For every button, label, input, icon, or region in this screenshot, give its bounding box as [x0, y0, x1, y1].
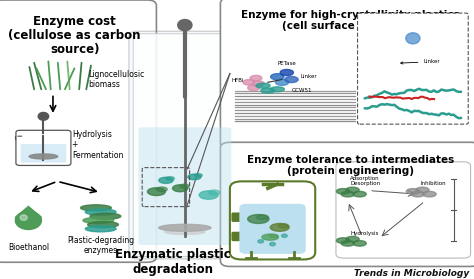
Text: (cellulose as carbon: (cellulose as carbon — [9, 29, 141, 42]
FancyBboxPatch shape — [357, 13, 468, 124]
Ellipse shape — [252, 81, 264, 86]
Ellipse shape — [178, 20, 192, 31]
Ellipse shape — [261, 88, 275, 93]
Ellipse shape — [271, 74, 284, 80]
FancyBboxPatch shape — [138, 127, 231, 245]
Text: Hydrolysis: Hydrolysis — [350, 230, 379, 235]
Text: Enzyme for high-crystallinity plastics: Enzyme for high-crystallinity plastics — [241, 10, 460, 20]
Ellipse shape — [159, 177, 173, 183]
Circle shape — [258, 240, 264, 243]
Ellipse shape — [159, 224, 211, 231]
Text: source): source) — [50, 43, 100, 56]
Ellipse shape — [285, 76, 298, 83]
FancyBboxPatch shape — [0, 0, 156, 262]
Ellipse shape — [250, 75, 262, 81]
Ellipse shape — [346, 187, 359, 193]
Ellipse shape — [337, 189, 350, 194]
Text: Enzymatic plastic
degradation: Enzymatic plastic degradation — [115, 248, 231, 276]
FancyBboxPatch shape — [133, 34, 237, 256]
Ellipse shape — [406, 189, 419, 194]
Text: Lignocellulosic
biomass: Lignocellulosic biomass — [89, 70, 145, 89]
Ellipse shape — [90, 213, 121, 219]
FancyBboxPatch shape — [21, 144, 66, 163]
Ellipse shape — [257, 215, 268, 220]
Ellipse shape — [280, 69, 293, 76]
Ellipse shape — [20, 215, 27, 220]
Text: (cell surface codisplay): (cell surface codisplay) — [282, 21, 419, 32]
Ellipse shape — [15, 211, 41, 229]
Text: Linker: Linker — [401, 59, 440, 64]
Ellipse shape — [199, 191, 218, 199]
Ellipse shape — [81, 205, 111, 211]
Ellipse shape — [88, 222, 118, 228]
Text: Inhibition: Inhibition — [420, 181, 446, 186]
Circle shape — [282, 234, 287, 237]
Text: Enzyme tolerance to intermediates: Enzyme tolerance to intermediates — [246, 155, 454, 165]
Ellipse shape — [156, 187, 167, 192]
Text: Enzyme cost: Enzyme cost — [33, 15, 116, 28]
Polygon shape — [15, 206, 42, 218]
Text: Adsorption
Desorption: Adsorption Desorption — [350, 175, 380, 186]
Ellipse shape — [85, 226, 116, 232]
Text: Bioethanol: Bioethanol — [8, 244, 49, 252]
FancyBboxPatch shape — [16, 130, 71, 165]
Ellipse shape — [29, 154, 58, 159]
Ellipse shape — [341, 240, 355, 246]
FancyBboxPatch shape — [232, 233, 243, 240]
FancyBboxPatch shape — [232, 213, 243, 221]
Ellipse shape — [83, 217, 114, 223]
Text: Trends in Microbiology: Trends in Microbiology — [354, 269, 469, 278]
Text: HFBi: HFBi — [232, 78, 244, 83]
Ellipse shape — [243, 80, 255, 85]
Ellipse shape — [270, 223, 289, 231]
Ellipse shape — [275, 79, 289, 85]
Circle shape — [270, 242, 275, 246]
Ellipse shape — [353, 240, 366, 246]
Ellipse shape — [248, 215, 269, 223]
Text: PETase: PETase — [277, 61, 296, 66]
Ellipse shape — [247, 85, 259, 91]
Ellipse shape — [85, 209, 116, 215]
Ellipse shape — [406, 33, 420, 44]
Text: Linker: Linker — [301, 74, 318, 79]
Ellipse shape — [269, 234, 278, 238]
Ellipse shape — [346, 236, 359, 242]
Ellipse shape — [416, 187, 429, 193]
Ellipse shape — [256, 83, 270, 88]
Ellipse shape — [194, 174, 202, 177]
FancyBboxPatch shape — [220, 0, 474, 149]
Ellipse shape — [262, 234, 279, 240]
Ellipse shape — [173, 185, 188, 192]
Ellipse shape — [188, 174, 201, 180]
FancyBboxPatch shape — [239, 204, 306, 254]
Ellipse shape — [423, 191, 436, 197]
FancyBboxPatch shape — [230, 181, 315, 259]
Ellipse shape — [166, 177, 174, 180]
Text: Plastic-degrading
enzymes: Plastic-degrading enzymes — [67, 236, 134, 255]
Ellipse shape — [278, 224, 289, 228]
Ellipse shape — [341, 191, 355, 197]
FancyBboxPatch shape — [336, 162, 471, 258]
Text: (protein engineering): (protein engineering) — [287, 166, 414, 176]
FancyBboxPatch shape — [220, 142, 474, 266]
Text: GCW51: GCW51 — [292, 88, 312, 93]
Ellipse shape — [270, 87, 284, 92]
Ellipse shape — [147, 188, 165, 196]
Ellipse shape — [411, 191, 424, 197]
FancyBboxPatch shape — [129, 31, 241, 259]
Text: Hydrolysis
+ 
Fermentation: Hydrolysis + Fermentation — [72, 130, 123, 160]
Ellipse shape — [165, 229, 205, 234]
Ellipse shape — [337, 238, 350, 243]
Ellipse shape — [180, 184, 189, 188]
Ellipse shape — [209, 190, 220, 195]
Ellipse shape — [353, 191, 366, 197]
Ellipse shape — [38, 112, 49, 120]
